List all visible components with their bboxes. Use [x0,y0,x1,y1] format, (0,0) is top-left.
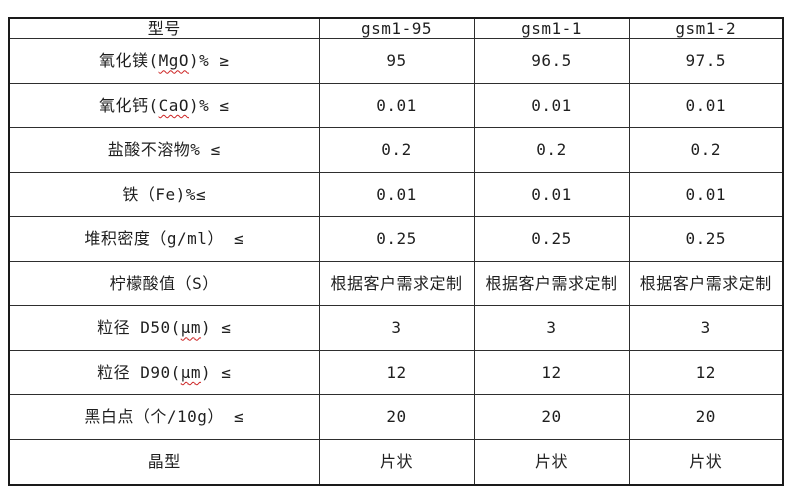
spec-label-text: 盐酸不溶物% ≤ [107,140,221,160]
spec-label-text: 粒径 D90( [97,362,181,382]
spec-label: 铁（Fe)%≤ [8,171,320,218]
spec-value: 12 [628,349,784,396]
spec-value: 12 [473,349,630,396]
spec-value: 0.2 [318,127,475,173]
spec-value: 97.5 [628,38,784,84]
spec-value: 3 [628,305,784,351]
spec-value: 0.25 [628,216,784,262]
spec-value: 12 [318,349,475,396]
table-row: 粒径 D50(μm) ≤3 3 3 [8,305,784,351]
table-row: 盐酸不溶物% ≤0.2 0.2 0.2 [8,127,784,173]
spec-label: 晶型 [8,438,320,486]
spec-value: 95 [318,38,475,84]
table-header-row: 型号 gsm1-95 gsm1-1 gsm1-2 [8,17,784,40]
spec-value: 20 [628,394,784,440]
spec-value: 3 [318,305,475,351]
spellcheck-marked-text: μm [180,362,202,382]
spec-label: 粒径 D50(μm) ≤ [8,305,320,351]
spec-value: 0.01 [473,82,630,129]
spec-value: 96.5 [473,38,630,84]
spec-label: 粒径 D90(μm) ≤ [8,349,320,396]
spec-label-text: 堆积密度（g/ml） ≤ [84,229,245,249]
spec-label-text: 晶型 [147,452,181,472]
spec-label-text: 铁（Fe)%≤ [122,184,207,204]
table-row: 黑白点（个/10g） ≤20 20 20 [8,394,784,440]
spec-value: 根据客户需求定制 [473,260,630,307]
spellcheck-marked-text: MgO [158,51,189,71]
spec-value: 20 [318,394,475,440]
spec-value: 0.25 [318,216,475,262]
spec-value: 0.01 [318,82,475,129]
spec-label: 氧化钙(CaO)% ≤ [8,82,320,129]
spec-value: 0.25 [473,216,630,262]
spec-value: 根据客户需求定制 [628,260,784,307]
spec-value: 0.01 [628,171,784,218]
table-body: 氧化镁(MgO)% ≥95 96.5 97.5 氧化钙(CaO)% ≤0.01 0.01… [8,38,784,486]
spec-label: 盐酸不溶物% ≤ [8,127,320,173]
spec-value: 0.01 [473,171,630,218]
spec-value: 0.2 [628,127,784,173]
spec-value: 0.01 [628,82,784,129]
spellcheck-marked-text: CaO [158,95,189,115]
spec-label-text: )% ≥ [189,51,230,71]
header-model-gsm1-1: gsm1-1 [473,17,630,40]
spec-value: 根据客户需求定制 [318,260,475,307]
table-row: 柠檬酸值（S） 根据客户需求定制 根据客户需求定制 根据客户需求定制 [8,260,784,307]
spec-value: 20 [473,394,630,440]
header-model-gsm1-2: gsm1-2 [628,17,784,40]
spellcheck-marked-text: μm [180,318,202,338]
spec-label-text: )% ≤ [189,95,230,115]
spec-value: 片状 [473,438,630,486]
table-row: 堆积密度（g/ml） ≤0.25 0.25 0.25 [8,216,784,262]
spec-value: 3 [473,305,630,351]
spec-value: 片状 [628,438,784,486]
spec-value: 0.01 [318,171,475,218]
spec-value: 0.2 [473,127,630,173]
table-row: 粒径 D90(μm) ≤12 12 12 [8,349,784,396]
spec-label: 氧化镁(MgO)% ≥ [8,38,320,84]
spec-label-text: 氧化镁( [98,51,159,71]
table-row: 铁（Fe)%≤ 0.01 0.01 0.01 [8,171,784,218]
spec-label-text: ) ≤ [201,362,232,382]
header-model-gsm1-95: gsm1-95 [318,17,475,40]
spec-value: 片状 [318,438,475,486]
header-model-label: 型号 [8,17,320,40]
spec-table: 型号 gsm1-95 gsm1-1 gsm1-2 氧化镁(MgO)% ≥95 96… [8,17,784,486]
table-row: 氧化钙(CaO)% ≤0.01 0.01 0.01 [8,82,784,129]
spec-label-text: 黑白点（个/10g） ≤ [84,407,245,427]
spec-label: 黑白点（个/10g） ≤ [8,394,320,440]
spec-label-text: 粒径 D50( [97,318,181,338]
spec-label-text: 氧化钙( [98,95,159,115]
table-row: 晶型 片状 片状 片状 [8,438,784,486]
table-row: 氧化镁(MgO)% ≥95 96.5 97.5 [8,38,784,84]
spec-label-text: 柠檬酸值（S） [109,273,219,293]
spec-label: 柠檬酸值（S） [8,260,320,307]
spec-label-text: ) ≤ [201,318,232,338]
spec-label: 堆积密度（g/ml） ≤ [8,216,320,262]
